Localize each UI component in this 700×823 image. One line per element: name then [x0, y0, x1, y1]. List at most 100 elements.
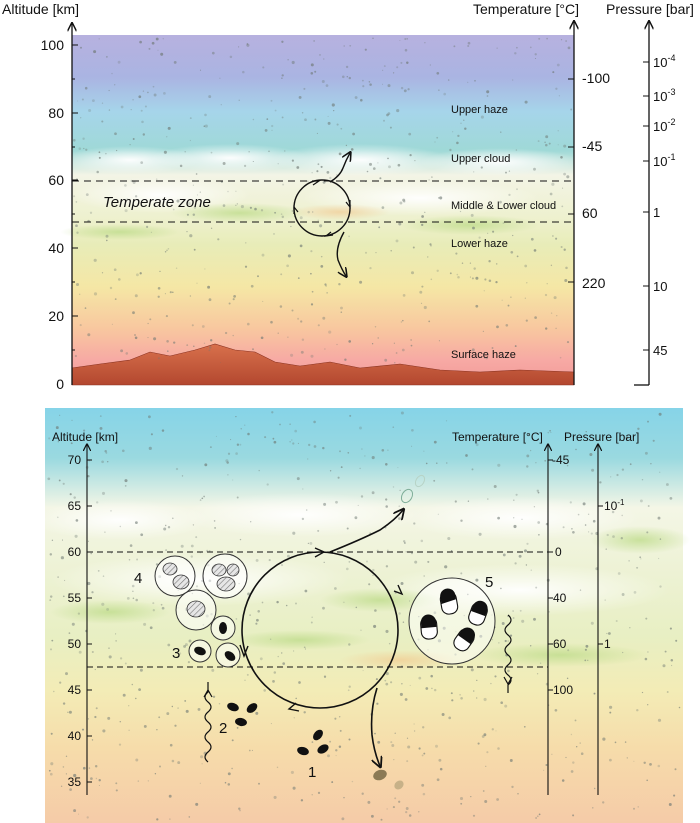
aerosol-particle	[266, 118, 269, 120]
aerosol-particle	[501, 299, 503, 301]
aerosol-particle	[483, 733, 487, 737]
aerosol-particle	[387, 112, 391, 115]
aerosol-particle	[371, 343, 374, 345]
aerosol-particle	[413, 522, 416, 525]
aerosol-particle	[247, 432, 250, 436]
aerosol-particle	[121, 449, 125, 453]
aerosol-particle	[502, 222, 505, 224]
aerosol-particle	[227, 190, 229, 193]
aerosol-particle	[475, 443, 479, 447]
aerosol-particle	[227, 772, 231, 776]
aerosol-particle	[413, 723, 415, 725]
aerosol-particle	[617, 572, 621, 575]
aerosol-particle	[75, 642, 78, 645]
aerosol-particle	[387, 157, 389, 160]
aerosol-particle	[235, 415, 237, 418]
aerosol-particle	[297, 277, 300, 279]
aerosol-particle	[164, 250, 167, 253]
aerosol-particle	[135, 598, 138, 602]
aerosol-particle	[508, 170, 511, 172]
aerosol-particle	[551, 753, 553, 755]
aerosol-particle	[392, 72, 395, 74]
aerosol-particle	[561, 779, 565, 782]
aerosol-particle	[346, 76, 348, 78]
aerosol-particle	[179, 652, 182, 655]
bottom-temperature-title: Temperature [°C]	[452, 430, 543, 444]
aerosol-particle	[80, 117, 82, 119]
aerosol-particle	[439, 196, 443, 200]
aerosol-particle	[88, 109, 92, 112]
aerosol-particle	[132, 98, 134, 101]
aerosol-particle	[410, 339, 412, 341]
aerosol-particle	[105, 55, 108, 58]
aerosol-particle	[60, 556, 64, 560]
aerosol-particle	[53, 690, 55, 693]
aerosol-particle	[153, 337, 157, 341]
aerosol-particle	[525, 564, 528, 566]
aerosol-particle	[84, 307, 87, 309]
aerosol-particle	[526, 542, 529, 545]
aerosol-particle	[511, 785, 514, 789]
lower-haze-label: Lower haze	[451, 238, 508, 250]
aerosol-particle	[173, 341, 176, 344]
aerosol-particle	[507, 640, 509, 642]
aerosol-particle	[408, 600, 411, 602]
aerosol-particle	[485, 356, 489, 360]
aerosol-particle	[290, 353, 294, 357]
aerosol-particle	[197, 707, 201, 711]
aerosol-particle	[326, 171, 330, 174]
aerosol-particle	[326, 292, 328, 294]
aerosol-particle	[236, 142, 240, 146]
aerosol-particle	[482, 790, 485, 792]
top-pressure-title: Pressure [bar]	[606, 1, 694, 17]
top-temp-tick-220: 220	[582, 275, 606, 291]
aerosol-particle	[224, 781, 227, 784]
aerosol-particle	[447, 79, 450, 81]
aerosol-particle	[94, 764, 98, 768]
aerosol-particle	[649, 763, 652, 766]
aerosol-particle	[83, 429, 86, 432]
aerosol-particle	[445, 420, 448, 422]
aerosol-particle	[147, 322, 149, 325]
bottom-temp-tick-minus45: -45	[552, 453, 570, 467]
aerosol-particle	[386, 808, 388, 810]
aerosol-particle	[404, 37, 407, 41]
aerosol-particle	[393, 342, 395, 344]
stage-4-droplet-cells	[154, 553, 248, 631]
aerosol-particle	[400, 411, 404, 415]
aerosol-particle	[300, 350, 304, 354]
aerosol-particle	[119, 657, 123, 660]
aerosol-particle	[246, 673, 249, 676]
aerosol-particle	[238, 807, 241, 810]
aerosol-particle	[231, 739, 234, 742]
aerosol-particle	[115, 149, 118, 152]
aerosol-particle	[187, 201, 191, 206]
aerosol-particle	[93, 50, 97, 54]
aerosol-particle	[286, 264, 289, 268]
aerosol-particle	[88, 540, 89, 542]
bottom-alt-tick-55: 55	[68, 591, 82, 605]
aerosol-particle	[101, 102, 104, 104]
aerosol-particle	[427, 560, 430, 563]
aerosol-particle	[147, 337, 149, 339]
aerosol-particle	[91, 99, 95, 103]
aerosol-particle	[425, 462, 428, 465]
aerosol-particle	[156, 818, 159, 821]
aerosol-particle	[65, 672, 68, 676]
top-life-cycle-arrows	[293, 153, 350, 276]
aerosol-particle	[335, 500, 338, 504]
aerosol-particle	[666, 691, 669, 693]
aerosol-particle	[146, 225, 149, 228]
aerosol-particle	[537, 140, 540, 143]
aerosol-particle	[433, 440, 437, 444]
aerosol-particle	[299, 216, 303, 220]
aerosol-particle	[282, 662, 286, 665]
aerosol-particle	[157, 295, 160, 298]
aerosol-particle	[300, 320, 303, 323]
aerosol-particle	[575, 448, 577, 451]
aerosol-particle	[167, 126, 171, 130]
aerosol-particle	[549, 192, 553, 196]
aerosol-particle	[513, 524, 517, 529]
aerosol-particle	[424, 42, 426, 44]
aerosol-particle	[374, 609, 377, 612]
